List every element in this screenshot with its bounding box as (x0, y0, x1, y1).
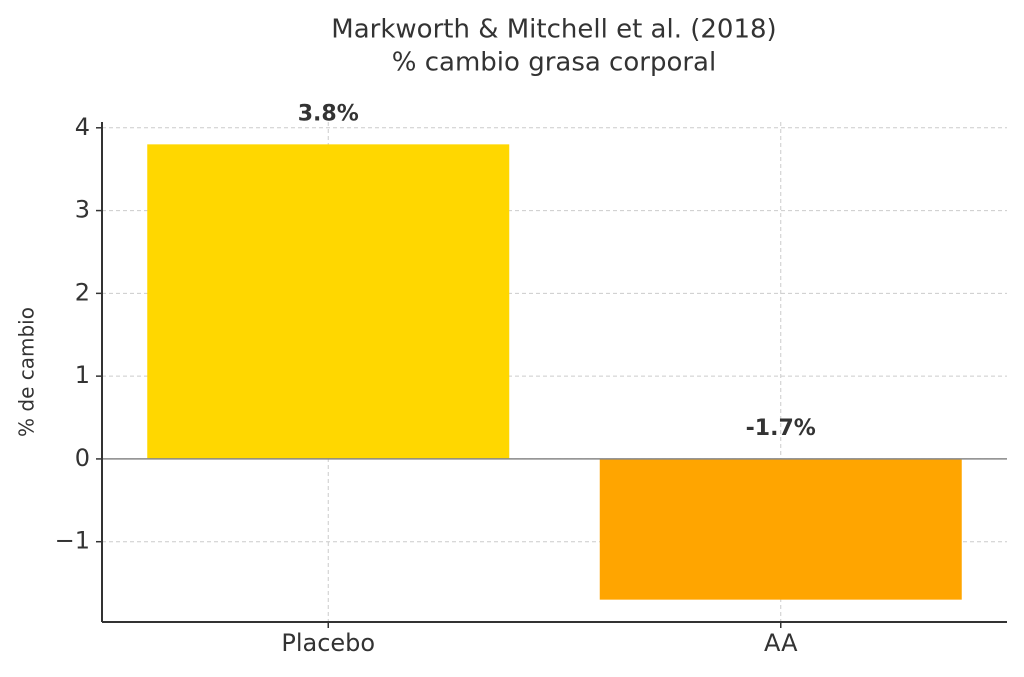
chart-title: Markworth & Mitchell et al. (2018) (331, 15, 776, 45)
y-axis-label: % de cambio (15, 307, 39, 437)
chart-subtitle: % cambio grasa corporal (392, 48, 716, 78)
y-tick-label: 4 (75, 113, 90, 141)
y-tick-label: 0 (75, 444, 90, 472)
x-tick-label: Placebo (281, 629, 375, 657)
x-tick-label: AA (764, 629, 798, 657)
bar (599, 458, 962, 600)
y-tick-label: 3 (75, 196, 90, 224)
y-tick-label: 1 (75, 361, 90, 389)
y-tick-label: −1 (55, 527, 90, 555)
y-tick-label: 2 (75, 278, 90, 306)
value-label: -1.7% (746, 416, 816, 441)
bar (147, 144, 510, 459)
value-label: 3.8% (298, 101, 359, 126)
